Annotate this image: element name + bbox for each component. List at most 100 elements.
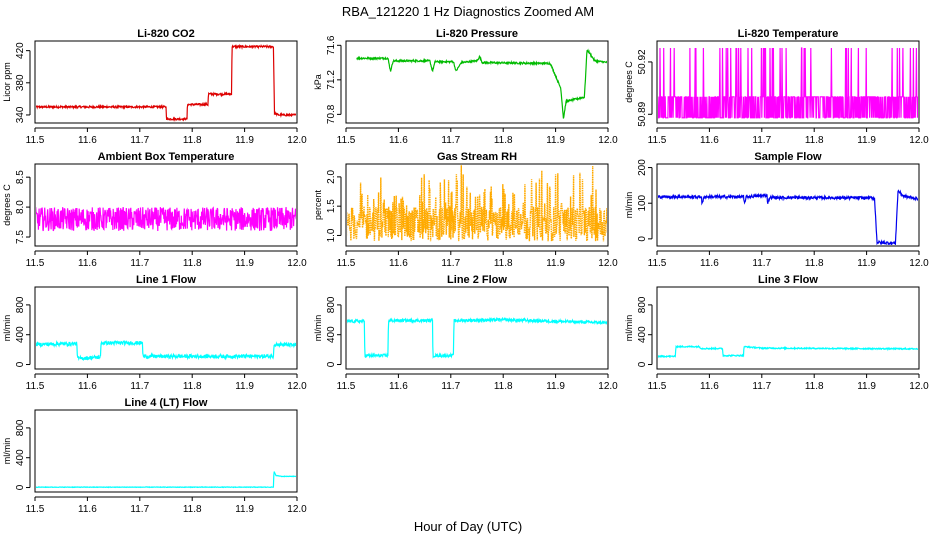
panel-title: Li-820 Temperature xyxy=(738,28,839,40)
series-trace xyxy=(347,165,607,242)
y-tick-label: 70.8 xyxy=(326,104,337,124)
panel-7: Line 1 Flow 11.5 11.6 11.7 11.8 11.9 12.0 0 400 8… xyxy=(2,274,307,392)
y-tick-label: 0 xyxy=(637,236,648,242)
x-tick-label: 11.7 xyxy=(130,381,149,392)
x-tick-label: 11.9 xyxy=(546,381,565,392)
x-tick-label: 11.8 xyxy=(183,504,202,515)
x-axis-label: Hour of Day (UTC) xyxy=(414,519,522,534)
panel-2: Li-820 Pressure 11.5 11.6 11.7 11.8 11.9 12.0 7… xyxy=(313,28,618,146)
x-tick-label: 12.0 xyxy=(287,135,307,146)
x-tick-label: 11.8 xyxy=(805,381,824,392)
y-axis-label: ml/min xyxy=(624,315,634,342)
y-tick-label: 420 xyxy=(15,42,26,59)
x-tick-label: 11.6 xyxy=(78,381,97,392)
panel-3: Li-820 Temperature 11.5 11.6 11.7 11.8 11.9 12… xyxy=(624,28,929,146)
panel-title: Li-820 Pressure xyxy=(436,28,518,40)
x-tick-label: 11.5 xyxy=(26,135,45,146)
y-tick-label: 8.0 xyxy=(15,200,26,214)
x-tick-label: 11.8 xyxy=(183,258,202,269)
x-tick-label: 11.7 xyxy=(441,381,460,392)
series-trace xyxy=(356,48,607,119)
x-tick-label: 11.5 xyxy=(26,258,45,269)
y-tick-label: 0 xyxy=(637,361,648,367)
x-tick-label: 11.9 xyxy=(857,135,876,146)
x-tick-label: 11.5 xyxy=(337,135,356,146)
y-tick-label: 8.5 xyxy=(15,170,26,184)
y-tick-label: 800 xyxy=(326,296,337,313)
y-tick-label: 800 xyxy=(637,296,648,313)
x-tick-label: 11.7 xyxy=(130,135,149,146)
series-trace xyxy=(36,339,296,362)
panel-title: Line 3 Flow xyxy=(758,274,818,286)
y-tick-label: 7.5 xyxy=(15,230,26,244)
y-tick-label: 340 xyxy=(15,106,26,123)
y-tick-label: 0 xyxy=(15,484,26,490)
x-tick-label: 11.7 xyxy=(441,258,460,269)
panel-1: Li-820 CO2 11.5 11.6 11.7 11.8 11.9 12.0 340 380… xyxy=(2,28,307,146)
x-tick-label: 11.8 xyxy=(183,135,202,146)
y-tick-label: 800 xyxy=(15,296,26,313)
y-tick-label: 71.2 xyxy=(326,70,337,90)
plot-frame xyxy=(656,163,920,247)
y-tick-label: 400 xyxy=(637,326,648,343)
series-trace xyxy=(658,189,918,245)
x-tick-label: 11.8 xyxy=(805,135,824,146)
y-axis-label: ml/min xyxy=(2,438,12,465)
x-tick-label: 11.8 xyxy=(494,258,513,269)
panel-9: Line 3 Flow 11.5 11.6 11.7 11.8 11.9 12.0 0 400 8… xyxy=(624,274,929,392)
panel-6: Sample Flow 11.5 11.6 11.7 11.8 11.9 12.0 0 100 2… xyxy=(624,151,929,269)
panel-5: Gas Stream RH 11.5 11.6 11.7 11.8 11.9 12.0 1.0… xyxy=(313,151,618,269)
x-tick-label: 11.9 xyxy=(546,258,565,269)
y-tick-label: 2.0 xyxy=(326,169,337,183)
y-tick-label: 380 xyxy=(15,74,26,91)
x-tick-label: 11.9 xyxy=(546,135,565,146)
x-tick-label: 12.0 xyxy=(287,381,307,392)
y-tick-label: 71.6 xyxy=(326,35,337,55)
x-tick-label: 11.8 xyxy=(183,381,202,392)
x-tick-label: 11.9 xyxy=(235,135,254,146)
y-tick-label: 800 xyxy=(15,419,26,436)
y-axis-label: ml/min xyxy=(624,192,634,219)
x-tick-label: 11.5 xyxy=(337,258,356,269)
plot-frame xyxy=(345,40,609,124)
panel-grid: Li-820 CO2 11.5 11.6 11.7 11.8 11.9 12.0 340 380… xyxy=(2,28,929,515)
x-tick-label: 12.0 xyxy=(909,135,929,146)
x-tick-label: 11.7 xyxy=(130,258,149,269)
panel-10: Line 4 (LT) Flow 11.5 11.6 11.7 11.8 11.9 12.0… xyxy=(2,397,307,515)
series-trace xyxy=(36,471,296,489)
plot-frame xyxy=(345,163,609,247)
y-tick-label: 100 xyxy=(637,194,648,211)
panel-8: Line 2 Flow 11.5 11.6 11.7 11.8 11.9 12.0 0 400 8… xyxy=(313,274,618,392)
x-tick-label: 12.0 xyxy=(598,258,618,269)
x-tick-label: 11.6 xyxy=(389,258,408,269)
y-axis-label: ml/min xyxy=(313,315,323,342)
y-axis-label: degrees C xyxy=(624,61,634,103)
x-tick-label: 11.8 xyxy=(494,381,513,392)
x-tick-label: 11.7 xyxy=(752,381,771,392)
x-tick-label: 12.0 xyxy=(598,381,618,392)
y-axis-label: kPa xyxy=(313,74,323,90)
panel-title: Ambient Box Temperature xyxy=(98,151,235,163)
plot-frame xyxy=(656,286,920,370)
x-tick-label: 11.9 xyxy=(235,258,254,269)
panel-title: Li-820 CO2 xyxy=(137,28,194,40)
y-tick-label: 400 xyxy=(15,449,26,466)
x-tick-label: 11.7 xyxy=(441,135,460,146)
plot-frame xyxy=(34,40,298,124)
panel-title: Line 4 (LT) Flow xyxy=(125,397,208,409)
plot-frame xyxy=(34,163,298,247)
x-tick-label: 11.9 xyxy=(235,504,254,515)
series-trace xyxy=(36,43,296,122)
plot-frame xyxy=(345,286,609,370)
series-trace xyxy=(347,316,607,359)
x-tick-label: 11.9 xyxy=(857,381,876,392)
x-tick-label: 12.0 xyxy=(598,135,618,146)
x-tick-label: 11.6 xyxy=(700,381,719,392)
panel-title: Gas Stream RH xyxy=(437,151,517,163)
x-tick-label: 11.6 xyxy=(78,258,97,269)
plot-frame xyxy=(656,40,920,124)
y-tick-label: 400 xyxy=(326,326,337,343)
x-tick-label: 11.5 xyxy=(648,135,667,146)
x-tick-label: 11.5 xyxy=(648,381,667,392)
